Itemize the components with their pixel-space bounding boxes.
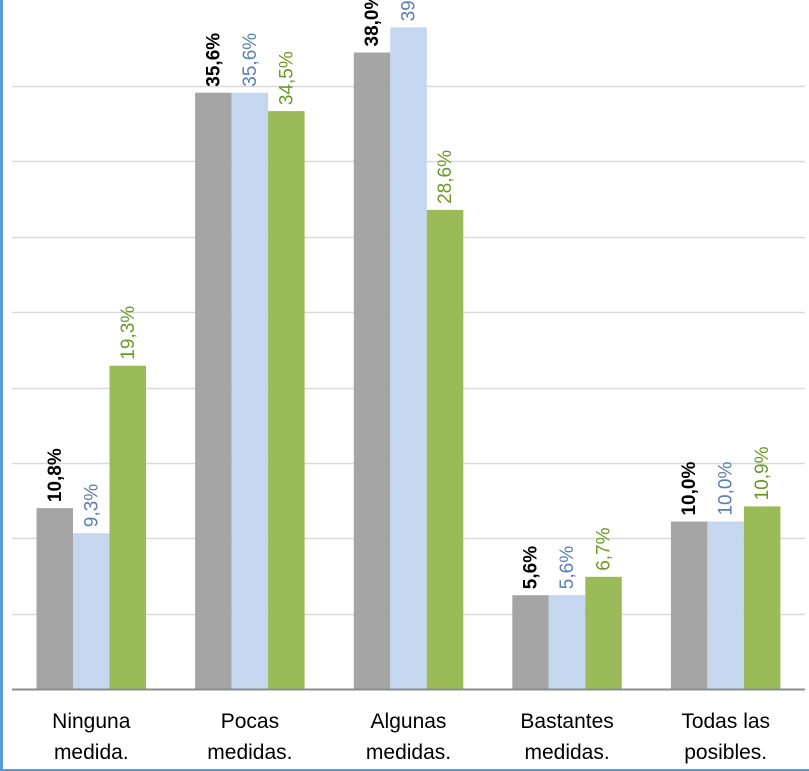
data-label: 39,5% [399,0,420,21]
bar [743,506,781,689]
bar [707,521,744,689]
category-label: medida. [54,741,129,764]
data-label: 5,6% [557,546,578,589]
bar [231,92,269,689]
bar [426,209,464,689]
data-label: 10,8% [45,448,66,502]
category-label: medidas. [524,741,609,764]
data-label: 19,3% [118,306,139,360]
bar [195,92,232,689]
category-label: Algunas [371,710,447,733]
category-label: Pocas [221,710,279,733]
data-label: 10,9% [752,446,773,500]
bar [512,595,549,689]
data-label: 5,6% [521,546,542,589]
data-label: 35,6% [240,33,261,87]
category-label: medidas. [207,741,292,764]
category-label: posibles. [684,741,767,764]
data-label: 34,5% [276,51,297,105]
bar [353,52,391,689]
data-label: 35,6% [203,33,224,87]
data-label: 10,0% [679,462,700,516]
bar [268,111,305,690]
bar [585,576,622,689]
category-label: Bastantes [520,710,613,733]
category-label: Ninguna [52,710,131,733]
data-label: 38,0% [362,0,383,47]
data-label: 28,6% [435,150,456,204]
data-label: 9,3% [81,484,102,527]
bar [36,508,73,689]
category-label: Todas las [681,710,770,733]
category-label: medidas. [366,741,451,764]
bar [109,365,146,689]
bar [390,27,427,689]
bar [670,521,708,689]
data-label: 10,0% [716,462,737,516]
data-label: 6,7% [594,527,615,570]
bar [548,595,586,689]
bar [73,533,110,689]
